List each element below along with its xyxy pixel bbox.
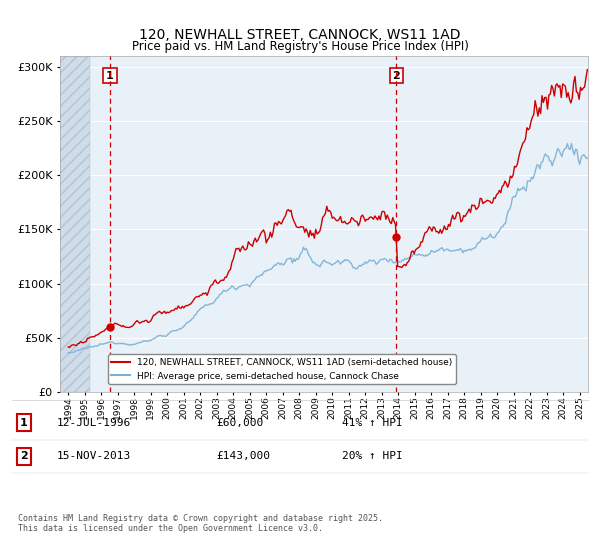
Text: 20% ↑ HPI: 20% ↑ HPI (342, 451, 403, 461)
Text: Price paid vs. HM Land Registry's House Price Index (HPI): Price paid vs. HM Land Registry's House … (131, 40, 469, 53)
Text: 12-JUL-1996: 12-JUL-1996 (57, 418, 131, 428)
Text: £60,000: £60,000 (216, 418, 263, 428)
Text: 1: 1 (106, 71, 114, 81)
Text: 41% ↑ HPI: 41% ↑ HPI (342, 418, 403, 428)
Legend: 120, NEWHALL STREET, CANNOCK, WS11 1AD (semi-detached house), HPI: Average price: 120, NEWHALL STREET, CANNOCK, WS11 1AD (… (108, 354, 455, 384)
Bar (60, 56, 89, 392)
Text: 2: 2 (20, 451, 28, 461)
Text: £143,000: £143,000 (216, 451, 270, 461)
Text: 2: 2 (392, 71, 400, 81)
Text: Contains HM Land Registry data © Crown copyright and database right 2025.
This d: Contains HM Land Registry data © Crown c… (18, 514, 383, 533)
Text: 120, NEWHALL STREET, CANNOCK, WS11 1AD: 120, NEWHALL STREET, CANNOCK, WS11 1AD (139, 28, 461, 42)
Text: 1: 1 (20, 418, 28, 428)
Text: 15-NOV-2013: 15-NOV-2013 (57, 451, 131, 461)
